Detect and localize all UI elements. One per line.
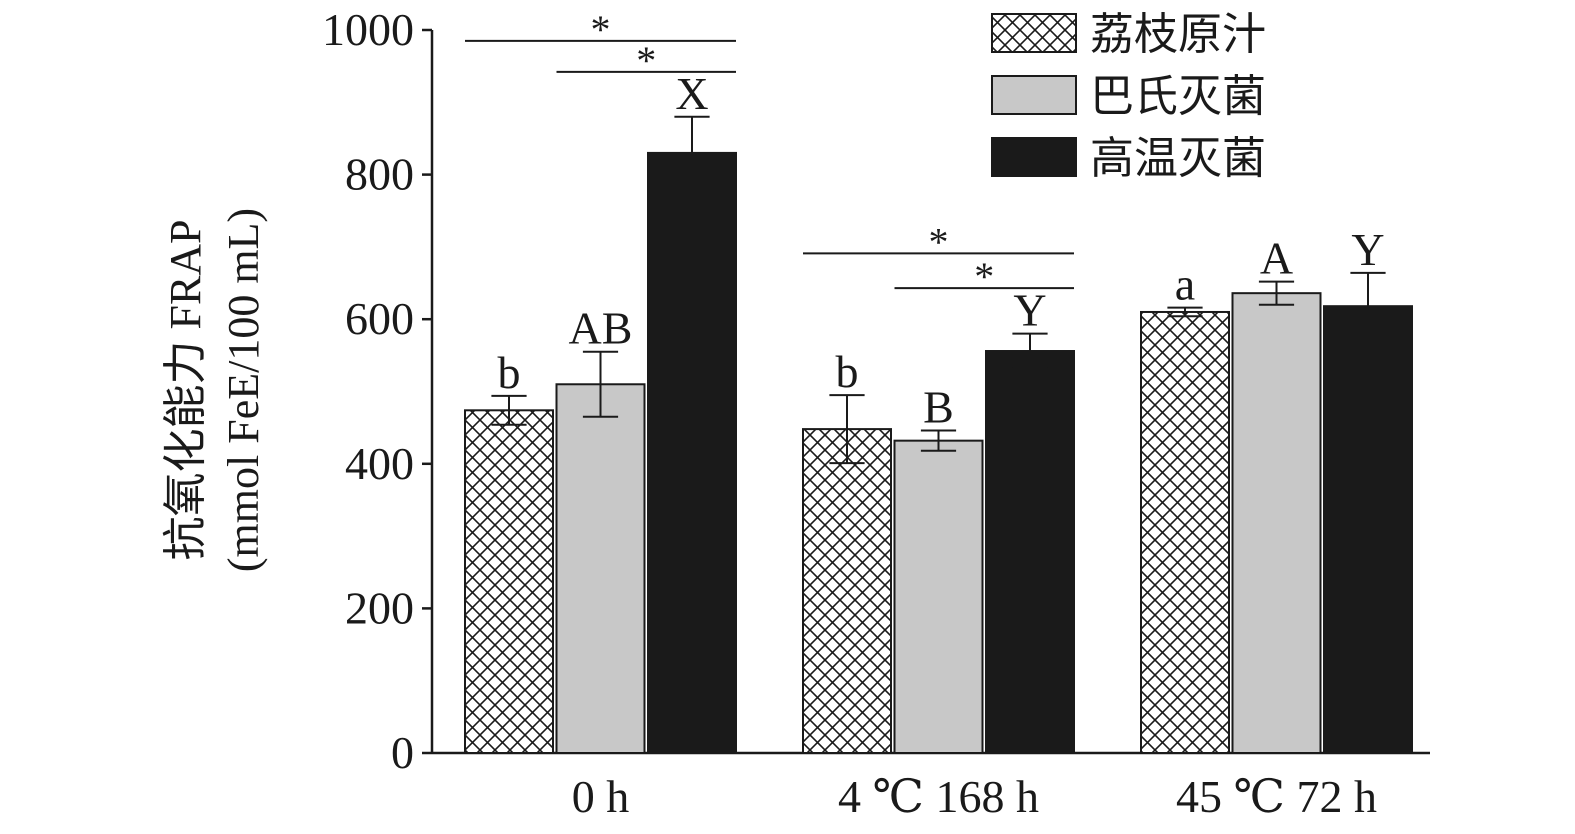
y-tick-label: 400 xyxy=(345,438,414,489)
bar xyxy=(555,383,646,754)
x-axis-labels: 0 h 4 ℃ 168 h 45 ℃ 72 h xyxy=(572,771,1377,822)
significance-letter: a xyxy=(1175,259,1195,310)
bar xyxy=(1231,292,1322,754)
x-tick-label: 45 ℃ 72 h xyxy=(1176,771,1377,822)
significance-letter: b xyxy=(498,347,521,398)
y-axis-title-line1: 抗氧化能力 FRAP xyxy=(161,219,210,560)
significance-letter: A xyxy=(1260,233,1293,284)
y-tick-label: 600 xyxy=(345,293,414,344)
significance-asterisk: * xyxy=(929,219,949,264)
y-axis-title-line2: (mmol FeE/100 mL) xyxy=(219,208,268,572)
x-tick-label: 4 ℃ 168 h xyxy=(838,771,1039,822)
legend-label: 巴氏灭菌 xyxy=(1090,71,1266,122)
y-axis-title: 抗氧化能力 FRAP (mmol FeE/100 mL) xyxy=(161,208,268,572)
error-bars xyxy=(491,115,1386,465)
significance-letter: X xyxy=(675,68,708,119)
significance-brackets: * * * * xyxy=(465,7,1074,299)
bar xyxy=(647,151,737,755)
legend-label: 高温灭菌 xyxy=(1090,133,1266,184)
significance-asterisk: * xyxy=(974,254,994,299)
significance-letters: b b a AB B A X Y Y xyxy=(498,68,1385,433)
significance-letter: Y xyxy=(1351,224,1384,275)
significance-asterisk: * xyxy=(636,38,656,83)
bar xyxy=(1323,305,1413,754)
x-tick-label: 0 h xyxy=(572,771,630,822)
significance-letter: Y xyxy=(1013,285,1046,336)
legend-swatch xyxy=(991,137,1077,177)
bar xyxy=(802,428,892,754)
y-tick-label: 200 xyxy=(345,582,414,633)
bars xyxy=(464,151,1413,755)
legend-swatch xyxy=(991,75,1077,115)
significance-letter: b xyxy=(836,346,859,397)
y-tick-label: 0 xyxy=(391,727,414,778)
bar xyxy=(464,409,554,754)
significance-letter: AB xyxy=(569,303,633,354)
y-axis-ticks: 0 200 400 600 800 1000 xyxy=(322,4,432,778)
legend-swatch xyxy=(991,13,1077,53)
significance-asterisk: * xyxy=(591,7,611,52)
bar xyxy=(1140,310,1230,754)
y-tick-label: 1000 xyxy=(322,4,414,55)
bar xyxy=(893,439,984,754)
significance-letter: B xyxy=(923,382,954,433)
legend-label: 荔枝原汁 xyxy=(1090,9,1266,60)
y-tick-label: 800 xyxy=(345,149,414,200)
bar xyxy=(985,350,1075,754)
